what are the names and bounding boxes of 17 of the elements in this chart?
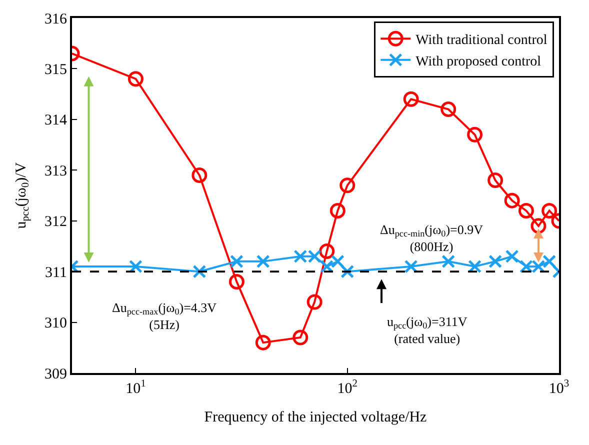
annotation: Δu$_{pcc-min}$(jω$_{0}$)=0.9V (800Hz) xyxy=(380,222,484,254)
y-tick-label: 310 xyxy=(44,316,67,332)
y-tick-label: 316 xyxy=(44,11,68,28)
y-tick-label: 311 xyxy=(45,264,67,281)
x-tick-label: 10$^{1}$ xyxy=(126,378,146,397)
y-tick-label: 309 xyxy=(44,366,67,382)
y-tick-label: 313 xyxy=(44,163,67,180)
x-tick-label: 10$^{2}$ xyxy=(337,378,358,397)
x-axis-title: Frequency of the injected voltage/Hz xyxy=(204,410,428,426)
legend-label: With traditional control xyxy=(416,33,548,48)
x-tick-label: 10$^{3}$ xyxy=(548,378,570,397)
y-tick-label: 315 xyxy=(44,62,67,78)
legend-label: With proposed control xyxy=(416,54,542,70)
annotation: Δu$_{pcc-max}$(jω$_{0}$)=4.3V (5Hz) xyxy=(112,300,218,332)
annotation: u$_{pcc}$(jω$_{0}$)=311V (rated value) xyxy=(387,314,468,346)
y-tick-label: 312 xyxy=(44,214,67,230)
y-tick-label: 314 xyxy=(44,112,68,129)
